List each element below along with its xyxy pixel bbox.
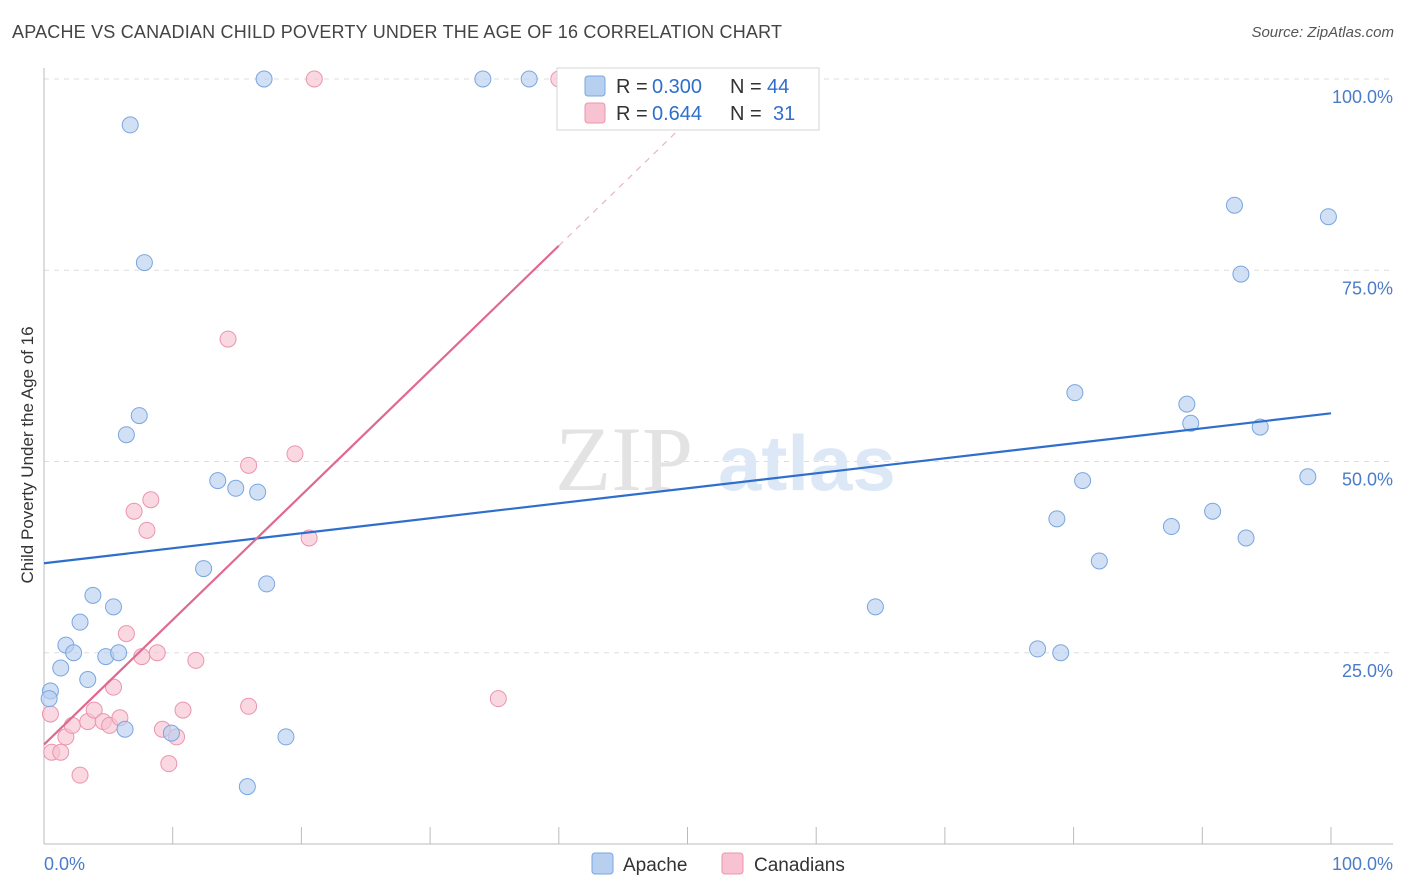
canadians-point — [240, 697, 258, 715]
apache-point — [866, 598, 884, 616]
apache-point — [1074, 472, 1092, 490]
legend-apache-r-label: R = — [616, 76, 648, 98]
watermark: ZIP atlas — [555, 408, 896, 510]
canadians-point — [41, 705, 59, 723]
canadians-point — [117, 625, 135, 643]
watermark-zip: ZIP — [555, 408, 693, 510]
apache-point — [238, 778, 256, 796]
apache-point — [209, 472, 227, 490]
bottom-legend-apache-swatch — [591, 852, 614, 875]
legend-canadians-swatch — [584, 102, 606, 124]
canadians-point — [174, 701, 192, 719]
apache-point — [227, 479, 245, 497]
apache-point — [1162, 518, 1180, 536]
apache-point — [116, 720, 134, 738]
apache-point — [121, 116, 139, 134]
canadians-point — [52, 743, 70, 761]
canadians-point — [85, 701, 103, 719]
x-tick-label: 100.0% — [1332, 854, 1393, 874]
apache-point — [71, 613, 89, 631]
apache-point — [1237, 529, 1255, 547]
canadians-point — [71, 766, 89, 784]
legend-canadians-n-label: N = — [730, 103, 762, 125]
legend-apache-n-value: 44 — [767, 76, 789, 98]
bottom-legend-apache-label: Apache — [623, 855, 687, 876]
canadians-point — [286, 445, 304, 463]
watermark-atlas: atlas — [718, 419, 896, 507]
canadians-trend-line — [43, 244, 560, 746]
legend-canadians-r-label: R = — [616, 103, 648, 125]
apache-point — [1178, 395, 1196, 413]
canadians-point — [240, 456, 258, 474]
apache-point — [258, 575, 276, 593]
x-tick-label: 0.0% — [44, 854, 85, 874]
apache-point — [1225, 196, 1243, 214]
bottom-legend: Apache Canadians — [591, 852, 845, 876]
apache-point — [1090, 552, 1108, 570]
canadians-point — [489, 690, 507, 708]
trend-lines — [43, 114, 1332, 746]
apache-point — [1048, 510, 1066, 528]
y-tick-label: 25.0% — [1342, 661, 1393, 681]
bottom-legend-canadians-label: Canadians — [754, 855, 845, 876]
canadians-trend-extension — [558, 114, 695, 247]
apache-point — [249, 483, 267, 501]
apache-point — [1204, 502, 1222, 520]
apache-point — [474, 70, 492, 88]
apache-point — [520, 70, 538, 88]
chart-title: APACHE VS CANADIAN CHILD POVERTY UNDER T… — [12, 22, 783, 42]
chart-source: Source: ZipAtlas.com — [1251, 24, 1394, 41]
legend-apache-r-value: 0.300 — [652, 76, 702, 98]
apache-point — [104, 598, 122, 616]
canadians-points — [41, 70, 568, 784]
canadians-point — [138, 521, 156, 539]
canadians-point — [63, 716, 81, 734]
apache-point — [1052, 644, 1070, 662]
apache-point — [255, 70, 273, 88]
legend-apache-n-label: N = — [730, 76, 762, 98]
apache-points — [40, 70, 1337, 796]
apache-point — [1066, 384, 1084, 402]
apache-point — [162, 724, 180, 742]
canadians-point — [160, 755, 178, 773]
bottom-legend-canadians-swatch — [721, 852, 744, 875]
legend-apache-swatch — [584, 75, 606, 97]
apache-point — [1232, 265, 1250, 283]
apache-point — [1299, 468, 1317, 486]
y-axis-title: Child Poverty Under the Age of 16 — [18, 326, 37, 583]
y-tick-label: 75.0% — [1342, 278, 1393, 298]
canadians-point — [104, 678, 122, 696]
legend-canadians-n-value: 31 — [773, 103, 795, 125]
canadians-point — [300, 529, 318, 547]
canadians-point — [125, 502, 143, 520]
y-tick-label: 50.0% — [1342, 470, 1393, 490]
canadians-point — [187, 651, 205, 669]
apache-point — [1319, 208, 1337, 226]
apache-point — [130, 407, 148, 425]
apache-point — [110, 644, 128, 662]
apache-point — [40, 690, 58, 708]
apache-point — [1029, 640, 1047, 658]
canadians-point — [219, 330, 237, 348]
legend: R = 0.300 N = 44 R = 0.644 N = 31 — [556, 67, 820, 131]
apache-point — [135, 254, 153, 272]
apache-point — [79, 671, 97, 689]
canadians-point — [142, 491, 160, 509]
canadians-point — [148, 644, 166, 662]
apache-point — [117, 426, 135, 444]
y-tick-label: 100.0% — [1332, 87, 1393, 107]
legend-canadians-r-value: 0.644 — [652, 103, 702, 125]
tick-labels: 25.0% 50.0% 75.0% 100.0% 0.0% 100.0% — [44, 87, 1393, 874]
apache-point — [52, 659, 70, 677]
apache-point — [84, 586, 102, 604]
apache-point — [1182, 414, 1200, 432]
canadians-point — [305, 70, 323, 88]
grid-lines — [44, 78, 1393, 654]
apache-point — [195, 560, 213, 578]
apache-point — [277, 728, 295, 746]
apache-point — [65, 644, 83, 662]
